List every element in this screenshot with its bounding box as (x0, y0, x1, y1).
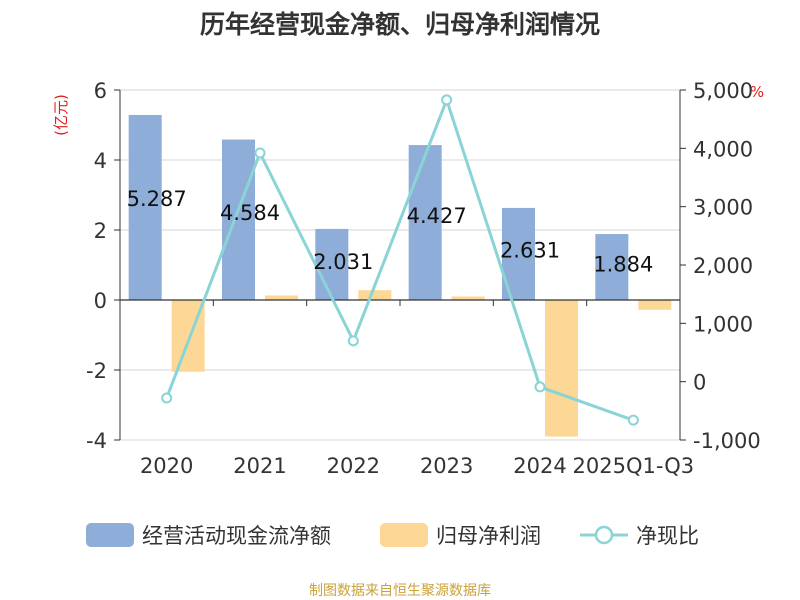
bar-1-4 (545, 300, 578, 437)
line-point-0 (161, 392, 173, 404)
chart-title: 历年经营现金净额、归母净利润情况 (200, 10, 600, 39)
legend-label-0: 经营活动现金流净额 (142, 524, 331, 548)
y-left-tick-label: 2 (94, 219, 107, 243)
legend-label-1: 归母净利润 (436, 524, 541, 548)
source-note: 制图数据来自恒生聚源数据库 (309, 583, 491, 599)
line-point-1 (254, 147, 266, 159)
data-label-layer: 5.287 4.584 2.031 4.427 2.631 1.884 (127, 187, 654, 277)
y-right-tick-label: -1,000 (693, 429, 761, 453)
bar-0-5 (595, 234, 629, 300)
data-label-3: 4.427 (407, 204, 467, 228)
y-right-tick-label: 2,000 (693, 254, 753, 278)
y-left-axis-label: (亿元) (52, 94, 70, 136)
data-label-5: 1.884 (593, 253, 653, 277)
data-label-2: 2.031 (313, 250, 373, 274)
y-left-tick-label: 4 (94, 149, 107, 173)
bar-0-1 (222, 139, 255, 300)
x-tick-label: 2022 (327, 454, 380, 478)
x-tick-label: 2024 (513, 454, 566, 478)
bar-0-3 (408, 145, 442, 300)
y-right-axis-label: % (750, 83, 764, 101)
legend-label-2: 净现比 (636, 524, 699, 548)
line-point-3 (441, 94, 453, 106)
data-label-0: 5.287 (127, 187, 187, 211)
y-right-tick-label: 4,000 (693, 137, 753, 161)
bar-layer (128, 114, 672, 437)
y-left-tick-label: 6 (94, 79, 107, 103)
line-layer (161, 94, 639, 426)
y-left-tick-label: 0 (94, 289, 107, 313)
line-point-2 (347, 335, 359, 347)
bar-1-3 (451, 296, 485, 300)
bar-1-2 (358, 290, 392, 300)
legend-swatch-marker (594, 525, 614, 545)
data-label-1: 4.584 (220, 201, 280, 225)
x-tick-label: 2021 (233, 454, 286, 478)
bar-1-1 (265, 295, 298, 300)
y-right-tick-label: 3,000 (693, 196, 753, 220)
y-left-tick-label: -4 (86, 429, 107, 453)
y-right-tick-label: 0 (693, 371, 706, 395)
line-point-4 (534, 381, 546, 393)
bar-1-5 (638, 300, 672, 310)
legend-swatch-1 (380, 523, 428, 547)
y-right-tick-label: 5,000 (693, 79, 753, 103)
line-point-5 (627, 414, 639, 426)
legend-swatch-0 (86, 523, 134, 547)
data-label-4: 2.631 (500, 238, 560, 262)
legend: 经营活动现金流净额 归母净利润 净现比 (86, 523, 699, 548)
axes: -4 -2 0 2 4 6 -1,000 0 1,000 2,000 3,000 4,000 5,000… (86, 79, 761, 478)
line-series (165, 95, 634, 422)
x-tick-label: 2025Q1-Q3 (573, 454, 695, 478)
x-tick-label: 2020 (140, 454, 193, 478)
bar-0-0 (128, 114, 162, 300)
bar-0-2 (315, 228, 349, 300)
x-tick-label: 2023 (420, 454, 473, 478)
y-right-tick-label: 1,000 (693, 312, 753, 336)
y-left-tick-label: -2 (86, 359, 107, 383)
